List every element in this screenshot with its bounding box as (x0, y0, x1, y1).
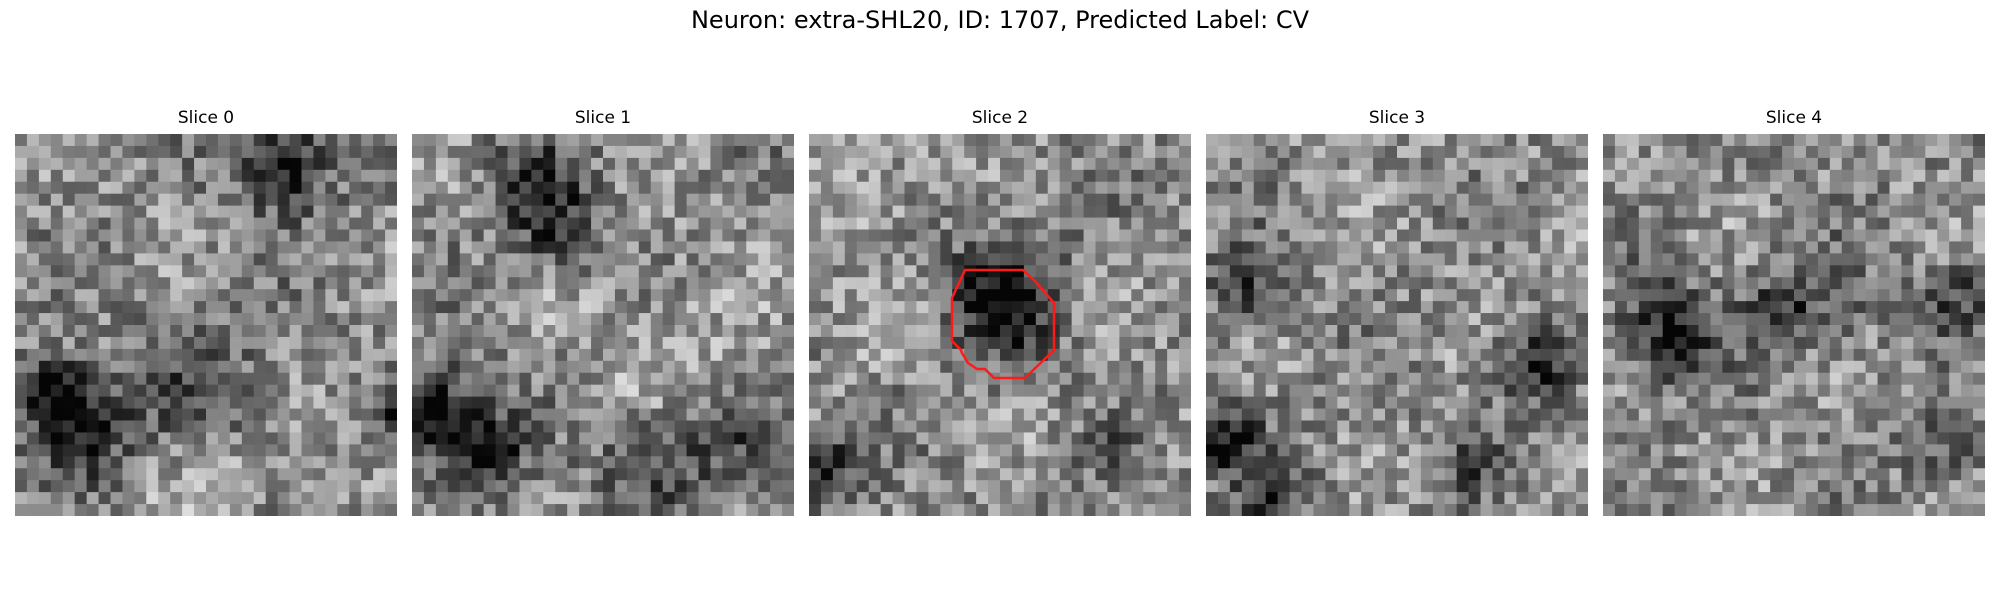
slice-title: Slice 2 (971, 108, 1029, 128)
slice-image (412, 134, 794, 516)
slice-title: Slice 4 (1765, 108, 1823, 128)
slice-title: Slice 1 (574, 108, 632, 128)
slice-title: Slice 3 (1368, 108, 1426, 128)
slice-panel-3: Slice 3 (1206, 108, 1588, 520)
slice-panel-2: Slice 2 (809, 108, 1191, 520)
slice-image (1206, 134, 1588, 516)
slice-image (15, 134, 397, 516)
slice-panel-1: Slice 1 (412, 108, 794, 520)
slice-panel-0: Slice 0 (15, 108, 397, 520)
neuron-contour (950, 268, 1056, 380)
slice-image (809, 134, 1191, 516)
slice-image (1603, 134, 1985, 516)
slice-panel-4: Slice 4 (1603, 108, 1985, 520)
figure-title: Neuron: extra-SHL20, ID: 1707, Predicted… (690, 6, 1310, 34)
slice-title: Slice 0 (177, 108, 235, 128)
